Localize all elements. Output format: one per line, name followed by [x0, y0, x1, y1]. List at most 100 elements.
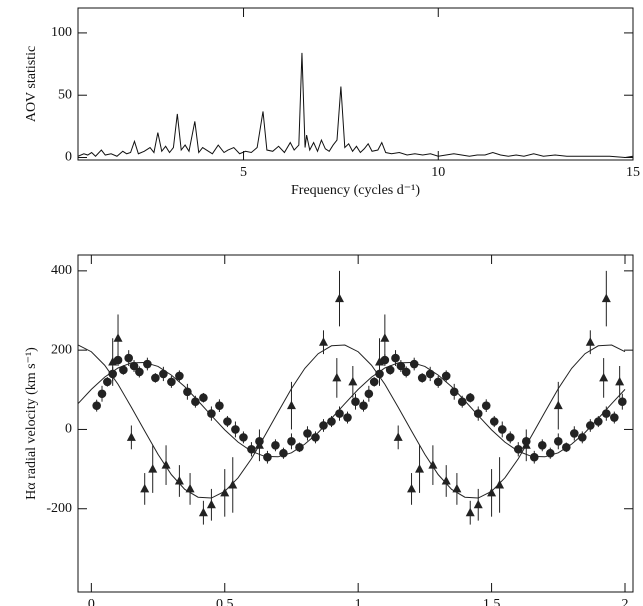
circle-point [364, 389, 374, 399]
y-tick-label: -200 [46, 501, 72, 516]
circle-point [396, 361, 406, 371]
triangle-point [185, 483, 195, 493]
triangle-point [428, 460, 438, 469]
triangle-point [487, 487, 497, 497]
circle-point [457, 397, 467, 406]
circle-point [351, 397, 360, 406]
triangle-point [473, 499, 483, 509]
plot-frame [77, 254, 634, 593]
circle-point [409, 359, 419, 369]
circle-point [401, 367, 411, 377]
circle-point [92, 401, 101, 410]
circle-point [239, 433, 248, 442]
circle-point [610, 413, 619, 422]
circle-point [441, 371, 451, 381]
circle-point [529, 452, 539, 462]
plot-area [78, 52, 633, 159]
triangle-point [286, 400, 296, 410]
circle-point [295, 442, 304, 452]
circle-point [327, 417, 336, 426]
periodogram-line [78, 52, 633, 159]
circle-point [473, 409, 483, 418]
circle-point [569, 429, 579, 438]
triangle-point [375, 357, 385, 366]
triangle-point [228, 479, 238, 489]
circle-point [191, 397, 200, 406]
y-tick-label: 200 [51, 342, 72, 357]
circle-point [303, 429, 312, 438]
circle-point [124, 353, 133, 363]
triangle-point [161, 460, 171, 469]
triangle-point [415, 464, 425, 473]
model-curve [78, 344, 626, 499]
circle-point [183, 387, 192, 397]
triangle-point [206, 499, 216, 509]
y-tick-label: 0 [65, 150, 72, 165]
circle-point [359, 401, 368, 410]
circle-point [207, 409, 216, 418]
circle-point [513, 444, 523, 454]
triangle-point [140, 483, 150, 493]
circle-point [497, 425, 507, 434]
circle-point [97, 389, 107, 399]
circle-point [231, 425, 240, 434]
circle-point [335, 409, 344, 418]
circle-point [215, 401, 224, 410]
circle-point [263, 452, 272, 462]
triangle-point [465, 507, 475, 517]
y-tick-label: 50 [58, 87, 72, 102]
circle-point [143, 359, 152, 369]
triangle-point [108, 357, 118, 366]
circle-point [199, 393, 208, 403]
triangle-point [318, 337, 328, 346]
triangle-point [452, 483, 462, 493]
circle-point [505, 433, 515, 442]
triangle-point [174, 475, 184, 485]
triangle-point [585, 337, 595, 346]
circle-point [135, 367, 144, 377]
circle-point [287, 437, 296, 446]
circle-point [481, 401, 491, 410]
triangle-point [553, 400, 563, 410]
triangle-point [254, 440, 264, 449]
x-tick-label: 0 [88, 597, 95, 606]
circle-point [545, 448, 555, 458]
x-tick-label: 1.5 [483, 597, 501, 606]
circle-point [311, 433, 320, 442]
triangle-point [393, 432, 403, 441]
triangle-point [407, 483, 417, 493]
circle-point [103, 377, 112, 387]
circle-point [594, 417, 603, 426]
circle-point [489, 417, 499, 426]
plot-frame [77, 7, 634, 161]
y-axis-label: Hα radial velocity (km s⁻¹) [24, 347, 39, 500]
circle-point [602, 409, 611, 418]
x-tick-label: 1 [355, 597, 362, 606]
triangle-point [599, 372, 609, 382]
triangle-point [334, 293, 344, 303]
circle-point [465, 393, 475, 403]
y-tick-label: 100 [51, 25, 72, 40]
panel: 5 10 15 0 50 100 Frequency (cycles d⁻¹) AOV sta… [24, 7, 640, 198]
circle-point [391, 353, 400, 363]
circle-point [578, 433, 587, 442]
circle-point [175, 371, 184, 381]
circle-point [433, 377, 443, 387]
circle-point [417, 373, 427, 383]
circle-point [553, 437, 563, 446]
triangle-point [348, 376, 358, 386]
circle-point [537, 441, 547, 450]
x-axis-label: Frequency (cycles d⁻¹) [291, 183, 420, 198]
plot-area [78, 270, 627, 525]
triangle-point [220, 487, 230, 497]
circle-point [151, 373, 160, 383]
circle-point [319, 421, 328, 430]
y-tick-label: 400 [51, 263, 72, 278]
x-tick-label: 15 [626, 165, 640, 180]
circle-point [247, 444, 256, 454]
triangle-point [198, 507, 208, 517]
triangle-point [601, 293, 611, 303]
circle-point [271, 441, 280, 450]
